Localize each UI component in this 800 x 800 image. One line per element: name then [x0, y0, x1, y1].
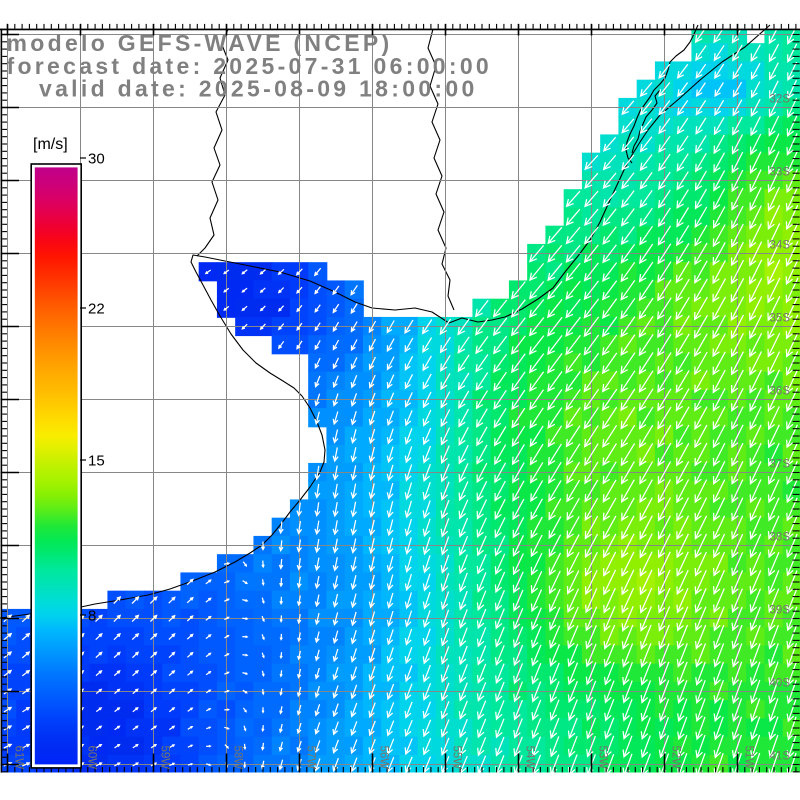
svg-text:58W: 58W — [232, 746, 244, 770]
svg-text:8: 8 — [88, 608, 96, 625]
svg-text:32S: 32S — [770, 94, 791, 106]
svg-text:59W: 59W — [159, 746, 171, 770]
svg-text:38S: 38S — [770, 532, 791, 544]
svg-text:39S: 39S — [770, 605, 791, 617]
svg-text:valid date: 2025-08-09 18:00:0: valid date: 2025-08-09 18:00:00 — [39, 76, 478, 102]
svg-text:61W: 61W — [13, 746, 25, 770]
svg-text:40S: 40S — [770, 678, 791, 690]
svg-text:55W: 55W — [451, 746, 463, 770]
svg-text:60W: 60W — [86, 746, 98, 770]
svg-text:41S: 41S — [770, 751, 791, 763]
svg-text:51W: 51W — [743, 746, 755, 770]
svg-text:53W: 53W — [597, 746, 609, 770]
svg-text:35S: 35S — [770, 313, 791, 325]
svg-text:52W: 52W — [670, 746, 682, 770]
svg-text:22: 22 — [88, 301, 105, 318]
svg-text:54W: 54W — [524, 746, 536, 770]
svg-text:modelo GEFS-WAVE (NCEP): modelo GEFS-WAVE (NCEP) — [7, 30, 393, 56]
svg-text:57W: 57W — [305, 746, 317, 770]
svg-text:56W: 56W — [378, 746, 390, 770]
svg-text:30: 30 — [88, 151, 105, 168]
svg-text:36S: 36S — [770, 386, 791, 398]
svg-text:33S: 33S — [770, 167, 791, 179]
svg-text:34S: 34S — [770, 240, 791, 252]
svg-text:forecast date: 2025-07-31 06:0: forecast date: 2025-07-31 06:00:00 — [7, 53, 493, 79]
svg-text:15: 15 — [88, 453, 105, 470]
svg-text:37S: 37S — [770, 459, 791, 471]
svg-text:[m/s]: [m/s] — [33, 136, 68, 153]
